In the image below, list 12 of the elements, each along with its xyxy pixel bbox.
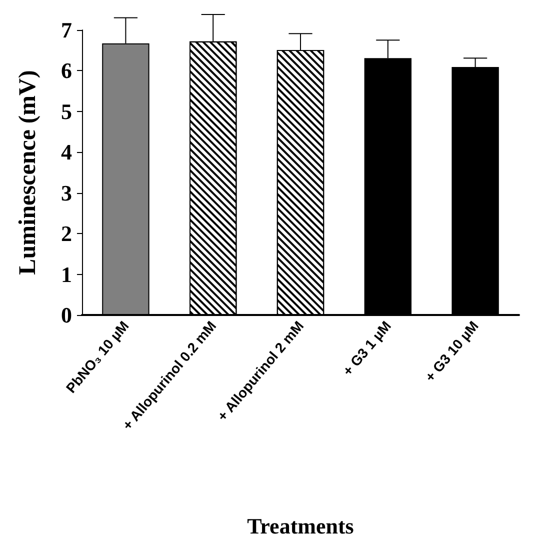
y-tick-label: 3 [61,180,72,206]
y-tick-label: 4 [61,140,72,165]
x-tick-label: + G3 1 µM [339,318,394,379]
y-tick-label: 2 [61,221,72,246]
y-tick-label: 0 [61,302,72,328]
y-tick-label: 1 [61,262,72,287]
y-axis-title: Luminescence (mV) [15,70,41,275]
y-tick-label: 6 [61,58,72,84]
x-axis-title: Treatments [247,514,354,538]
y-tick-label: 5 [61,98,72,124]
x-tick-label: + G3 10 µM [422,318,482,385]
y-tick-label: 7 [61,18,72,42]
